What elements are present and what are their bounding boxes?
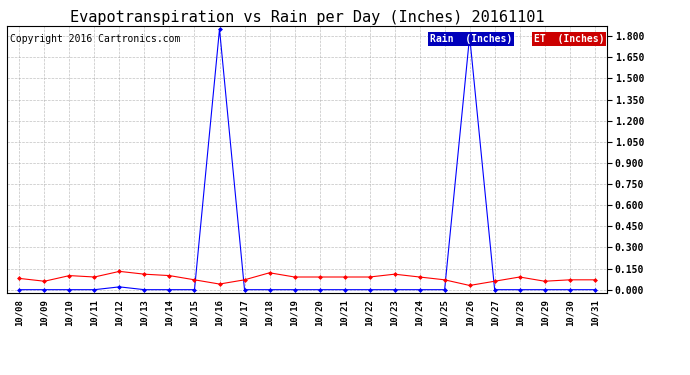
Text: Copyright 2016 Cartronics.com: Copyright 2016 Cartronics.com: [10, 34, 180, 44]
Text: Rain  (Inches): Rain (Inches): [430, 34, 513, 44]
Text: ET  (Inches): ET (Inches): [533, 34, 604, 44]
Title: Evapotranspiration vs Rain per Day (Inches) 20161101: Evapotranspiration vs Rain per Day (Inch…: [70, 10, 544, 25]
